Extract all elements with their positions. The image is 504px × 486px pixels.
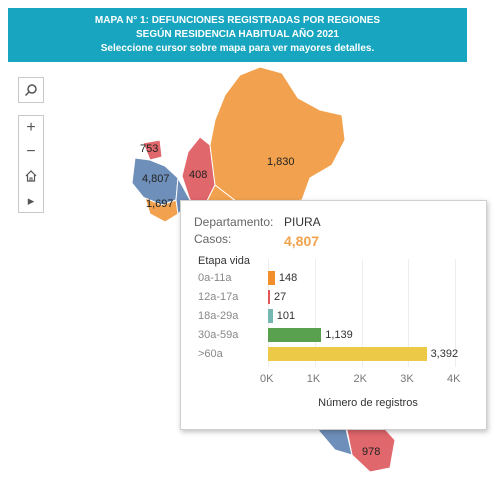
map-label-lambayeque: 1,697 — [146, 198, 174, 210]
bar-4 — [268, 347, 427, 361]
map-title-banner: MAPA N° 1: DEFUNCIONES REGISTRADAS POR R… — [8, 8, 467, 62]
region-tumbes[interactable] — [142, 139, 163, 161]
map-label-puno: 978 — [362, 446, 381, 458]
map-label-loreto: 1,830 — [267, 156, 295, 168]
gridline — [314, 259, 316, 367]
bar-value-label: 3,392 — [430, 348, 459, 360]
map-zoom-controls: + − ▸ — [18, 115, 44, 213]
map-subtitle: SEGÚN RESIDENCIA HABITUAL AÑO 2021 — [136, 29, 339, 40]
gridline — [455, 259, 456, 367]
bar-1 — [268, 290, 270, 304]
bar-3 — [268, 328, 322, 342]
category-label: >60a — [198, 348, 223, 360]
minus-icon: − — [26, 143, 36, 160]
x-tick-label: 3K — [400, 373, 414, 385]
cases-value: 4,807 — [284, 233, 320, 249]
category-label: 18a-29a — [198, 310, 239, 322]
map-label-tumbes: 753 — [140, 143, 159, 155]
bar-value-label: 27 — [274, 291, 287, 303]
gridline — [408, 259, 410, 367]
play-icon: ▸ — [27, 192, 35, 208]
category-label: 12a-17a — [198, 291, 239, 303]
bar-2 — [268, 309, 273, 323]
play-button[interactable]: ▸ — [19, 188, 43, 212]
zoom-out-button[interactable]: − — [19, 140, 43, 164]
map-label-amazonas: 408 — [189, 169, 208, 181]
map-label-piura: 4,807 — [142, 173, 170, 185]
region-loreto[interactable] — [209, 66, 346, 205]
x-tick-label: 0K — [260, 373, 274, 385]
x-tick-label: 1K — [306, 373, 321, 385]
department-value: PIURA — [284, 215, 321, 229]
region-tooltip: Departamento: PIURA Casos: 4,807 Etapa v… — [180, 200, 487, 430]
bar-0 — [268, 271, 275, 285]
map-title: MAPA N° 1: DEFUNCIONES REGISTRADAS POR R… — [94, 15, 381, 26]
search-button[interactable] — [18, 77, 44, 103]
department-label: Departamento: — [194, 215, 274, 229]
x-tick-label: 2K — [353, 373, 367, 385]
cases-label: Casos: — [194, 232, 232, 246]
zoom-in-button[interactable]: + — [19, 116, 43, 140]
x-axis-title: Número de registros — [318, 397, 418, 409]
category-label: 30a-59a — [198, 329, 239, 341]
bar-value-label: 101 — [276, 310, 296, 322]
life-stage-header: Etapa vida — [198, 255, 250, 267]
gridline — [361, 259, 363, 367]
bar-value-label: 1,139 — [325, 329, 353, 341]
plus-icon: + — [26, 119, 36, 136]
home-button[interactable] — [19, 164, 43, 188]
x-tick-label: 4K — [447, 373, 461, 385]
map-instructions: Seleccione cursor sobre mapa para ver ma… — [100, 43, 375, 54]
category-label: 0a-11a — [198, 272, 232, 284]
home-icon — [25, 170, 37, 182]
search-icon[interactable] — [19, 78, 43, 102]
bar-value-label: 148 — [278, 272, 298, 284]
